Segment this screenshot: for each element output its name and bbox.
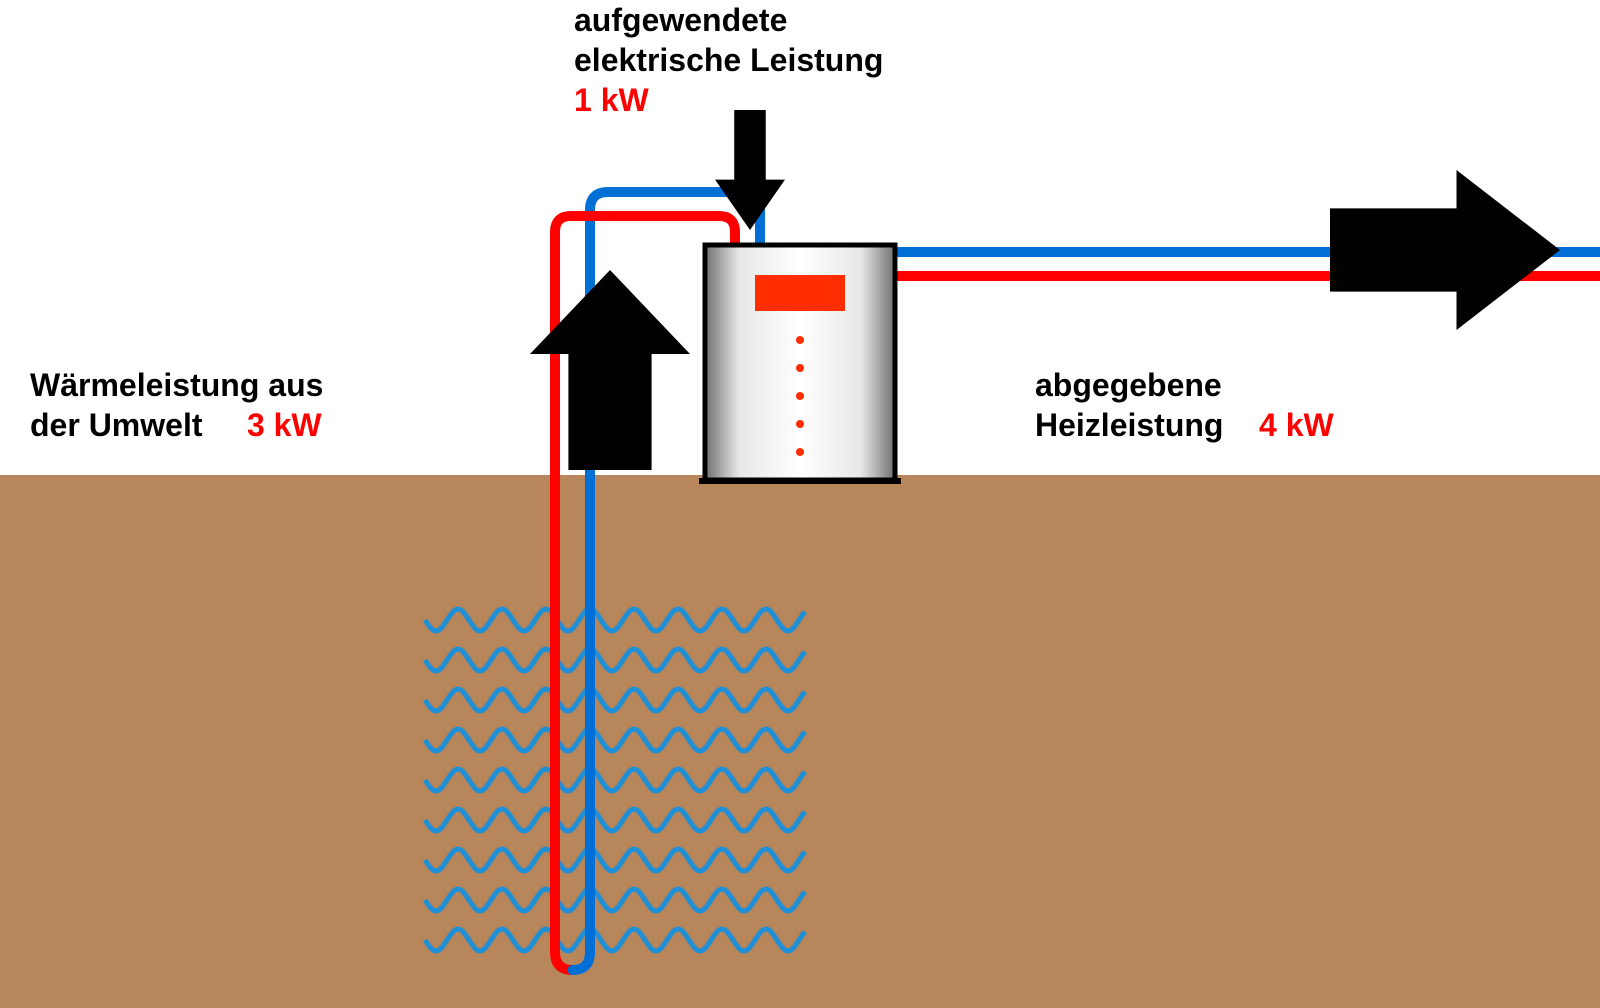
pump-dot [796,448,804,456]
label-electric: aufgewendete elektrische Leistung 1 kW [574,0,883,120]
label-env-heat-value: 3 kW [247,407,322,443]
label-electric-value: 1 kW [574,82,649,118]
loop-red [555,216,735,245]
arrow-right-icon [1330,170,1560,330]
label-output-heat-line1: abgegebene [1035,367,1222,403]
label-output-heat-line2: Heizleistung [1035,407,1223,443]
pump-base [699,478,901,484]
diagram-canvas [0,0,1600,1008]
label-env-heat-line2: der Umwelt [30,407,202,443]
pump-dot [796,336,804,344]
pump-dot [796,364,804,372]
label-env-heat: Wärmeleistung aus der Umwelt 3 kW [30,365,323,445]
pump-display [755,275,845,311]
label-output-heat-value: 4 kW [1259,407,1334,443]
label-output-heat: abgegebene Heizleistung 4 kW [1035,365,1334,445]
pump-dot [796,392,804,400]
pump-dot [796,420,804,428]
label-env-heat-line1: Wärmeleistung aus [30,367,323,403]
label-electric-line1: aufgewendete [574,2,787,38]
label-electric-line2: elektrische Leistung [574,42,883,78]
